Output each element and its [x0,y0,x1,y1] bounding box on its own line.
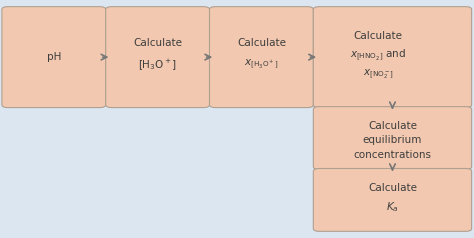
Text: equilibrium: equilibrium [363,135,422,145]
Text: $x_{\mathregular{[HNO_2]}}$ and: $x_{\mathregular{[HNO_2]}}$ and [350,47,406,63]
FancyBboxPatch shape [313,7,472,108]
Text: $x_{\mathregular{[NO_2^-]}}$: $x_{\mathregular{[NO_2^-]}}$ [363,67,394,81]
FancyBboxPatch shape [313,107,472,169]
Text: Calculate: Calculate [368,121,417,131]
Text: [H$_3$O$^+$]: [H$_3$O$^+$] [138,57,177,72]
FancyBboxPatch shape [2,7,106,108]
Text: Calculate: Calculate [368,183,417,193]
Text: Calculate: Calculate [237,38,286,48]
Text: concentrations: concentrations [354,150,431,160]
Text: pH: pH [46,52,61,62]
FancyBboxPatch shape [106,7,210,108]
FancyBboxPatch shape [210,7,313,108]
Text: Calculate: Calculate [133,38,182,48]
Text: $x_{\mathregular{[H_3O^+]}}$: $x_{\mathregular{[H_3O^+]}}$ [244,57,279,71]
Text: Calculate: Calculate [354,31,403,41]
Text: $K_\mathregular{a}$: $K_\mathregular{a}$ [386,200,399,214]
FancyBboxPatch shape [313,169,472,231]
